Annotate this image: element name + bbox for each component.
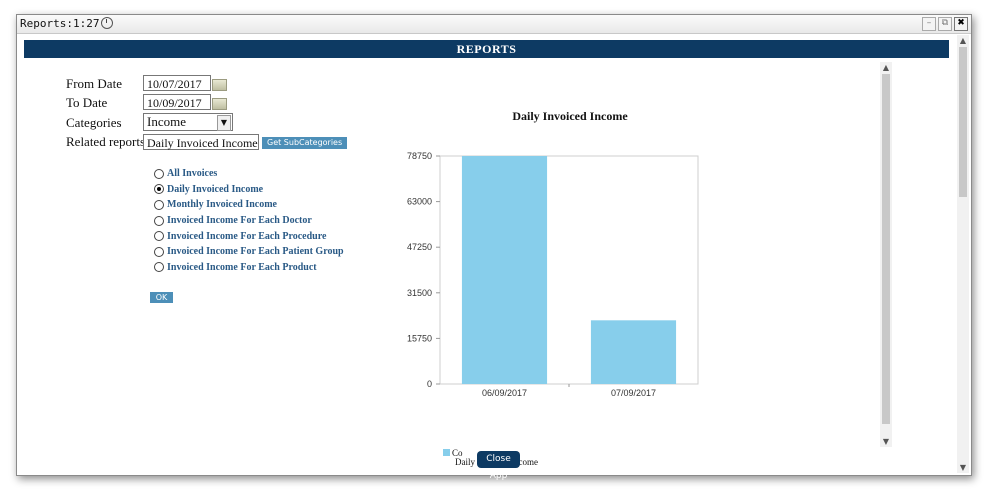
scroll-up-arrow-icon[interactable]: ▲ [959,36,967,45]
close-app-button[interactable]: Close App [477,451,520,481]
y-tick-label: 0 [427,379,432,389]
close-icon[interactable]: ✖ [954,17,968,31]
chevron-down-icon[interactable]: ▼ [217,115,231,131]
y-tick-label: 63000 [407,197,432,207]
daily-income-chart: 0 15750 31500 47250 63000 78750 06/09/2017 07/0… [407,151,699,398]
chart-panel-scrollbar-thumb[interactable] [882,74,890,424]
report-option[interactable]: Daily Invoiced Income [154,182,344,198]
report-option-label: Monthly Invoiced Income [167,199,277,211]
window-scrollbar[interactable]: ▲ ▼ [957,35,969,473]
report-option-label: Daily Invoiced Income [167,183,264,195]
reports-window: Reports:1:27 – ⧉ ✖ ▲ ▼ [16,14,972,476]
radio-button[interactable] [154,231,164,242]
calendar-icon[interactable] [212,98,227,110]
radio-button[interactable] [154,246,164,257]
report-option-label: Invoiced Income For Each Procedure [167,230,327,242]
window-scrollbar-thumb[interactable] [959,47,967,197]
window-controls: – ⧉ ✖ [922,17,968,31]
report-option[interactable]: All Invoices [154,166,344,182]
report-option[interactable]: Monthly Invoiced Income [154,197,344,213]
reports-banner: REPORTS [24,40,949,58]
related-reports-field[interactable]: Daily Invoiced Income [143,134,259,150]
clock-icon [101,17,114,29]
x-tick-label: 06/09/2017 [482,388,527,398]
categories-select[interactable]: Income ▼ [143,113,233,131]
ok-button[interactable]: OK [150,292,173,303]
y-tick-label: 78750 [407,151,432,161]
report-option[interactable]: Invoiced Income For Each Patient Group [154,244,344,260]
y-tick-label: 15750 [407,333,432,343]
window-title-text: Reports:1:27 [20,17,100,30]
report-option-label: Invoiced Income For Each Product [167,261,317,273]
report-option[interactable]: Invoiced Income For Each Product [154,260,344,276]
chart-title: Daily Invoiced Income [512,109,628,123]
radio-button[interactable] [154,199,164,210]
calendar-icon[interactable] [212,79,227,91]
minimize-icon[interactable]: – [922,17,936,31]
radio-button[interactable] [154,262,164,273]
radio-button[interactable] [154,168,164,179]
related-reports-label: Related reports [66,134,146,149]
report-option-label: Invoiced Income For Each Patient Group [167,246,344,258]
banner-title: REPORTS [456,42,517,56]
report-option[interactable]: Invoiced Income For Each Procedure [154,228,344,244]
to-date-field[interactable]: 10/09/2017 [143,94,211,110]
legend-swatch [443,449,450,456]
radio-button-selected[interactable] [154,184,164,195]
restore-icon[interactable]: ⧉ [938,17,952,31]
categories-label: Categories [66,115,122,130]
scroll-down-arrow-icon[interactable]: ▼ [959,463,967,472]
radio-button[interactable] [154,215,164,226]
title-bar: Reports:1:27 – ⧉ ✖ [17,15,971,34]
from-date-field[interactable]: 10/07/2017 [143,75,211,91]
categories-select-value: Income [147,114,186,129]
report-option-label: Invoiced Income For Each Doctor [167,215,312,227]
to-date-label: To Date [66,95,108,110]
bar [590,320,677,384]
report-option[interactable]: Invoiced Income For Each Doctor [154,213,344,229]
legend-text: Co [452,448,463,458]
report-options: All Invoices Daily Invoiced Income Month… [154,166,344,275]
y-tick-label: 47250 [407,242,432,252]
scroll-down-arrow-icon[interactable]: ▼ [882,437,890,446]
window-title: Reports:1:27 [20,15,114,33]
from-date-label: From Date [66,76,122,91]
x-tick-label: 07/09/2017 [611,388,656,398]
scroll-up-arrow-icon[interactable]: ▲ [882,63,890,72]
chart-panel-scrollbar[interactable]: ▲ ▼ [880,62,892,447]
get-subcategories-button[interactable]: Get SubCategories [262,137,348,149]
report-option-label: All Invoices [167,168,218,180]
bar [461,156,548,384]
y-tick-label: 31500 [407,288,432,298]
